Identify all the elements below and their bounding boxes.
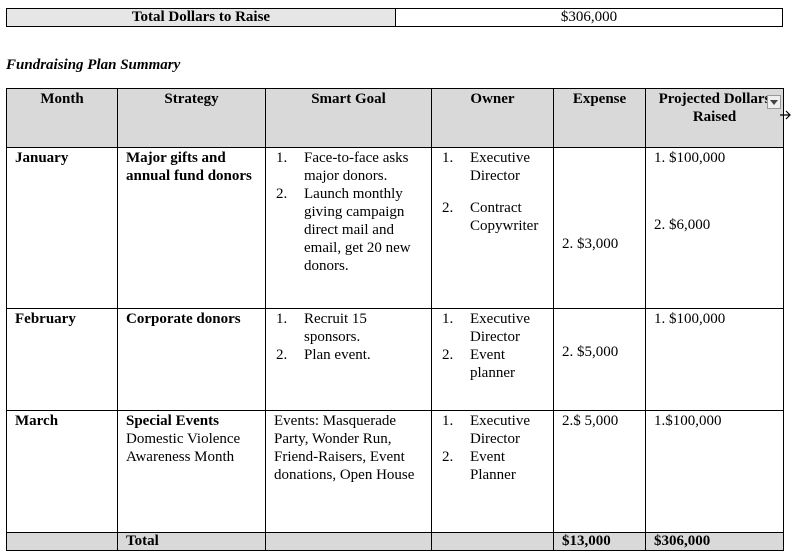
header: Strategy [117,88,266,148]
header: Expense [553,88,646,148]
owner: Executive Director [470,150,530,184]
marker: 2. [442,200,454,216]
marker: 2. [442,347,454,363]
arrow-icon [780,110,791,120]
marker: 1. [442,413,454,429]
projected-cell: 1.$100,000 [645,410,784,533]
summary-table: Total Dollars to Raise $306,000 [6,8,783,27]
expense: 2. $5,000 [562,344,619,360]
expense-cell: 2. $5,000 [553,308,646,411]
marker: 2. [276,186,288,202]
goal-cell: 1. Face-to-face asks major donors. 2. Laun… [265,147,432,309]
total-label: Total [117,532,266,551]
expense: 2.$ 5,000 [562,413,619,429]
total-empty [6,532,118,551]
owner: Executive Director [470,311,530,345]
marker: 1. [442,311,454,327]
marker: 1. [442,150,454,166]
owner-cell: 1. Executive Director 2. Event planner [431,308,554,411]
total-empty [265,532,432,551]
goal: Launch monthly giving campaign direct ma… [304,186,411,274]
goal: Events: Masquerade Party, Wonder Run, Fr… [265,410,432,533]
marker: 2. [276,347,288,363]
section-title: Fundraising Plan Summary [6,57,181,73]
goal-cell: 1. Recruit 15 sponsors. 2. Plan event. [265,308,432,411]
expense-cell: 2. $3,000 [553,147,646,309]
summary-label: Total Dollars to Raise [6,8,396,27]
strategy: Corporate donors [117,308,266,411]
owner: Event Planner [470,449,516,483]
owner: Contract Copywriter [470,200,539,234]
projected-cell: 1. $100,000 [645,308,784,411]
owner: Event planner [470,347,515,381]
strategy: Major gifts and annual fund donors [117,147,266,309]
header: Smart Goal [265,88,432,148]
month: January [6,147,118,309]
marker: 1. [276,150,288,166]
owner: Executive Director [470,413,530,447]
strategy: Special Events [126,413,219,429]
projected: 1. $100,000 [654,150,726,166]
strategy-cell: Special Events Domestic Violence Awarene… [117,410,266,533]
goal: Face-to-face asks major donors. [304,150,409,184]
owner-cell: 1. Executive Director 2. Event Planner [431,410,554,533]
month: February [6,308,118,411]
header: Projected Dollars Raised [645,88,784,148]
dropdown-icon[interactable] [767,95,781,109]
owner-cell: 1. Executive Director 2. Contract Copywrit… [431,147,554,309]
total-empty [431,532,554,551]
strategy-detail: Domestic Violence Awareness Month [126,431,241,465]
marker: 2. [442,449,454,465]
goal: Recruit 15 sponsors. [304,311,367,345]
projected: 1. $100,000 [654,311,726,327]
plan-table: Month Strategy Smart Goal Owner Expense … [6,88,784,551]
expense: 2. $3,000 [562,236,619,252]
header-text: Projected Dollars Raised [658,91,771,125]
expense-cell: 2.$ 5,000 [553,410,646,533]
goal: Plan event. [304,347,371,363]
header: Owner [431,88,554,148]
projected: 1.$100,000 [654,413,722,429]
total-expense: $13,000 [553,532,646,551]
summary-value: $306,000 [395,8,783,27]
projected: 2. $6,000 [654,217,711,233]
total-projected: $306,000 [645,532,784,551]
month: March [6,410,118,533]
header: Month [6,88,118,148]
projected-cell: 1. $100,000 2. $6,000 [645,147,784,309]
marker: 1. [276,311,288,327]
